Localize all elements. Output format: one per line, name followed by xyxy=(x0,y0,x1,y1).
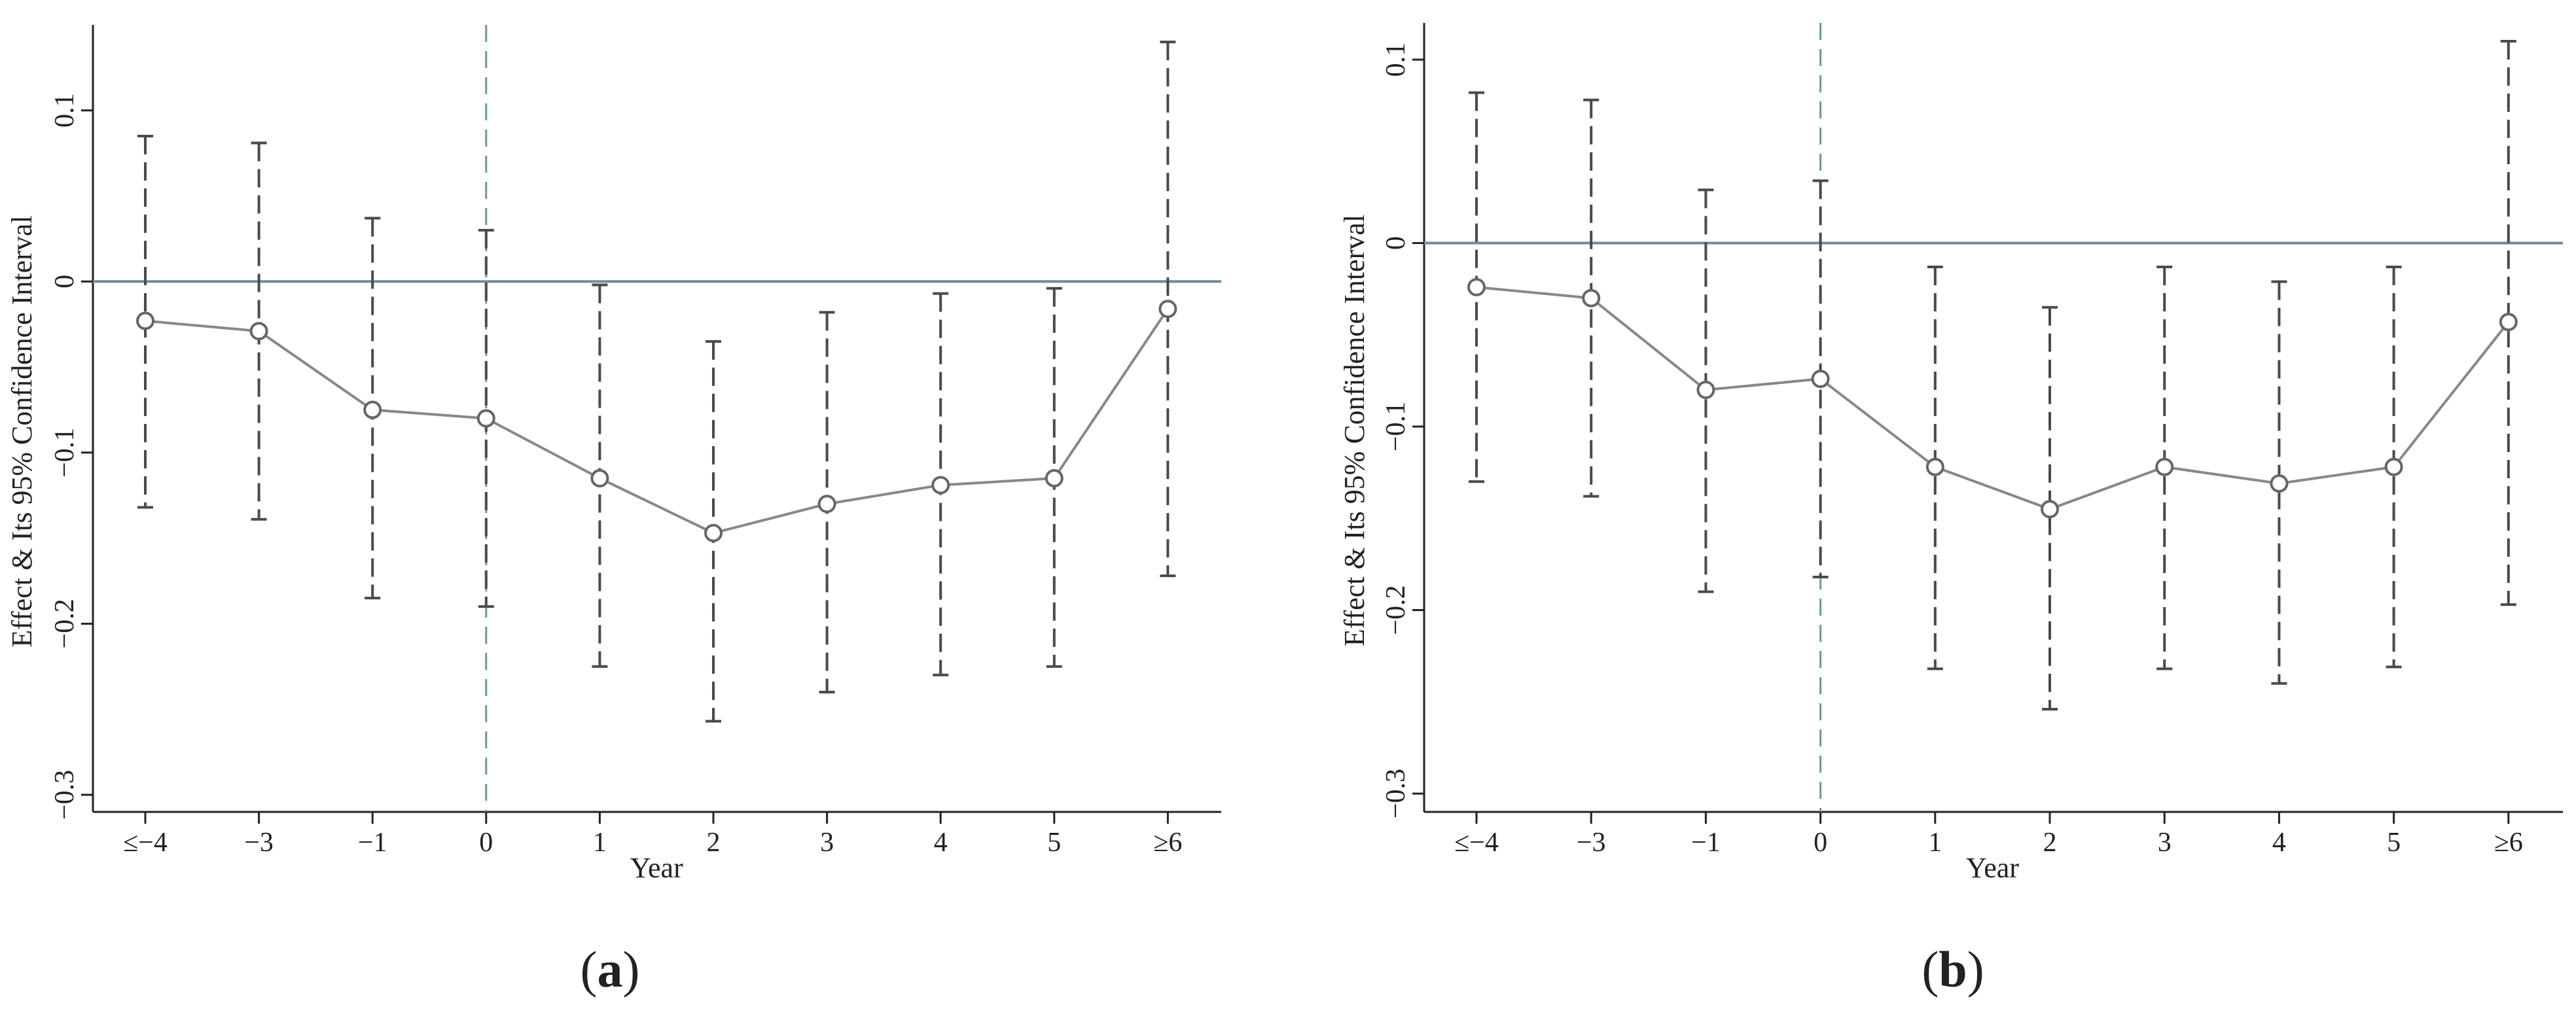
y-tick-label: −0.1 xyxy=(1381,402,1411,451)
estimate-point xyxy=(2041,500,2059,519)
panel-caption: (a) xyxy=(581,941,640,998)
estimate-line xyxy=(145,308,1170,535)
x-tick-label: ≥6 xyxy=(2494,828,2523,858)
y-tick-label: −0.3 xyxy=(50,770,80,820)
y-axis-title: Effect & Its 95% Confidence Interval xyxy=(6,215,38,647)
y-tick-label: 0 xyxy=(50,275,80,289)
y-tick-label: 0 xyxy=(1381,236,1411,250)
estimate-point xyxy=(1925,457,1944,476)
estimate-point xyxy=(2270,474,2289,493)
x-tick-label: 0 xyxy=(1814,828,1827,858)
panel-caption: (b) xyxy=(1922,941,1984,998)
y-tick-label: 0.1 xyxy=(50,94,80,128)
estimate-point xyxy=(363,400,382,419)
x-tick-label: 1 xyxy=(1928,828,1942,858)
x-tick-label: 5 xyxy=(2387,828,2401,858)
estimate-point xyxy=(704,523,723,542)
x-tick-label: ≤−4 xyxy=(123,828,168,858)
y-axis-title: Effect & Its 95% Confidence Interval xyxy=(1338,215,1370,646)
estimate-point xyxy=(2155,457,2174,476)
estimate-point xyxy=(1045,469,1064,488)
y-tick-label: −0.1 xyxy=(50,428,80,478)
estimate-point xyxy=(1696,380,1715,399)
estimate-point xyxy=(136,311,154,330)
estimate-point xyxy=(1811,370,1830,389)
x-tick-label: −1 xyxy=(1691,828,1721,858)
x-tick-label: −1 xyxy=(358,828,387,858)
x-tick-label: 1 xyxy=(593,828,607,858)
x-tick-label: 0 xyxy=(479,828,493,858)
y-tick-label: −0.2 xyxy=(1381,585,1411,635)
x-tick-label: 4 xyxy=(934,828,948,858)
chart-panel-b: −0.3 −0.2 −0.1 0 0.1 ≤−4 −3 −1 0 1 2 3 4 5 ≥6 Year Effec… xyxy=(1338,23,2563,998)
x-tick-label: −3 xyxy=(244,828,274,858)
chart-panel-a: −0.3 −0.2 −0.1 0 0.1 ≤−4 −3 −1 0 1 2 3 4 5 ≥6 Year Effec… xyxy=(6,25,1221,998)
estimate-point xyxy=(1467,277,1486,296)
estimate-point xyxy=(476,409,495,428)
y-tick-label: −0.3 xyxy=(1381,769,1411,818)
x-tick-label: 5 xyxy=(1047,828,1061,858)
estimate-point xyxy=(1582,289,1601,307)
x-tick-label: 3 xyxy=(2158,828,2172,858)
x-axis-title: Year xyxy=(1966,852,2019,884)
x-tick-label: 3 xyxy=(820,828,834,858)
x-axis-title: Year xyxy=(630,852,683,884)
x-tick-label: 4 xyxy=(2272,828,2286,858)
x-tick-label: 2 xyxy=(707,828,721,858)
estimate-point xyxy=(2384,457,2403,476)
estimate-point xyxy=(931,476,950,495)
estimate-point xyxy=(2499,313,2518,332)
estimate-line xyxy=(1476,285,2510,511)
x-tick-label: 2 xyxy=(2043,828,2057,858)
x-tick-label: ≥6 xyxy=(1153,828,1182,858)
x-tick-label: −3 xyxy=(1577,828,1606,858)
estimate-point xyxy=(1158,300,1177,319)
estimate-point xyxy=(249,322,268,341)
y-tick-label: −0.2 xyxy=(50,599,80,648)
x-tick-label: ≤−4 xyxy=(1454,828,1499,858)
estimate-point xyxy=(817,495,836,514)
y-tick-label: 0.1 xyxy=(1381,43,1411,77)
estimate-point xyxy=(590,469,609,488)
